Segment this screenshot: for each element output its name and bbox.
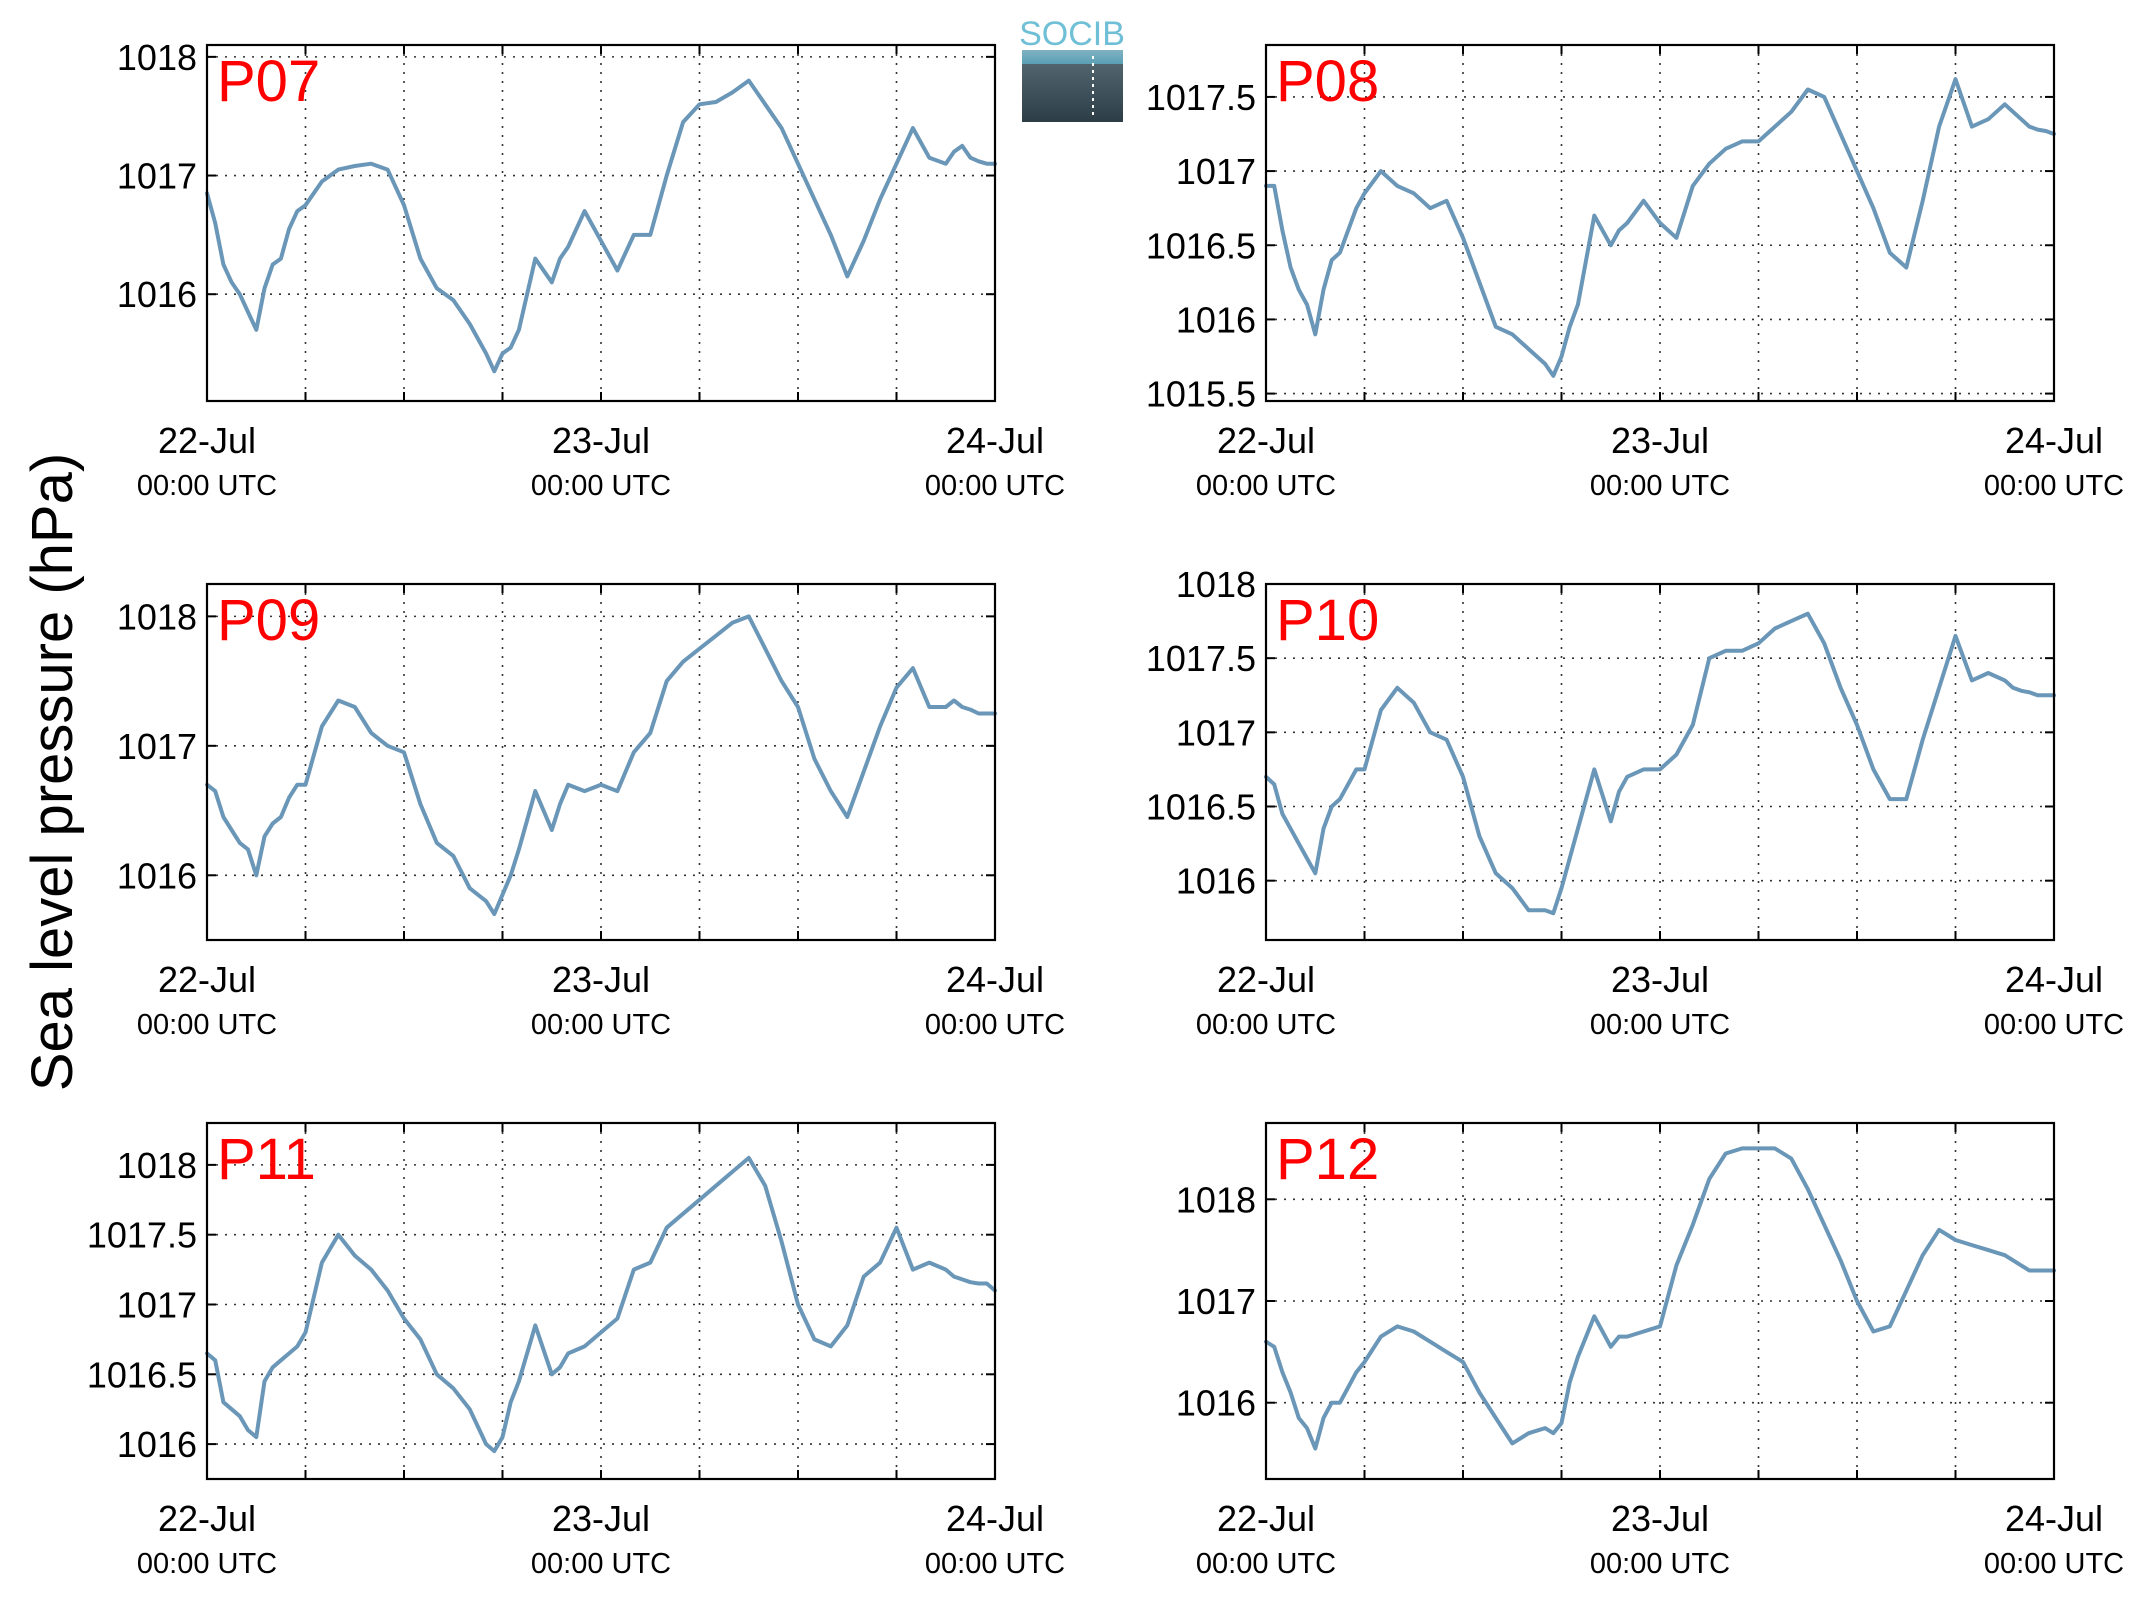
- x-tick-label-time: 00:00 UTC: [1984, 470, 2124, 502]
- y-tick-label: 1015.5: [1146, 374, 1256, 415]
- plot-area: [207, 584, 995, 940]
- station-label: P10: [1276, 588, 1379, 653]
- panels: 1016 1017 1018 P07 22-Jul 00:00 UTC 23-Jul 00:0…: [87, 37, 2124, 1580]
- x-tick-label-date: 22-Jul: [1217, 420, 1315, 461]
- x-tick-label-date: 22-Jul: [158, 420, 256, 461]
- x-tick-label-date: 22-Jul: [158, 959, 256, 1000]
- y-tick-label: 1016: [1176, 1383, 1256, 1424]
- axes-frame: [1264, 1121, 2056, 1481]
- y-tick-label: 1018: [117, 1145, 197, 1186]
- x-tick-label-date: 23-Jul: [552, 1498, 650, 1539]
- y-tick-label: 1016.5: [1146, 787, 1256, 828]
- y-tick-label: 1017: [1176, 712, 1256, 753]
- station-label: P12: [1276, 1127, 1379, 1192]
- chart-panel-p10: 1016 1016.5 1017 1017.5 1018 P10 22-Jul 00:00 U…: [1146, 564, 2124, 1041]
- plot-area: [207, 45, 995, 401]
- y-tick-label: 1016: [117, 274, 197, 315]
- y-tick-label: 1017: [1176, 1281, 1256, 1322]
- y-tick-label: 1018: [117, 37, 197, 78]
- x-tick-label-date: 22-Jul: [158, 1498, 256, 1539]
- y-tick-label: 1017: [117, 156, 197, 197]
- pressure-series-line: [205, 78, 997, 374]
- x-tick-label-date: 24-Jul: [2005, 959, 2103, 1000]
- y-tick-label: 1017: [117, 726, 197, 767]
- y-tick-label: 1017.5: [1146, 77, 1256, 118]
- x-tick-label-time: 00:00 UTC: [1590, 1548, 1730, 1580]
- pressure-series-line: [205, 614, 997, 917]
- x-tick-label-date: 24-Jul: [2005, 1498, 2103, 1539]
- y-tick-label: 1016.5: [1146, 225, 1256, 266]
- y-tick-label: 1016: [1176, 861, 1256, 902]
- y-tick-label: 1016: [117, 1424, 197, 1465]
- x-tick-label-time: 00:00 UTC: [1590, 470, 1730, 502]
- socib-logo: SOCIB: [1019, 15, 1125, 122]
- x-tick-label-date: 23-Jul: [1611, 420, 1709, 461]
- x-tick-label-time: 00:00 UTC: [531, 470, 671, 502]
- x-tick-label-time: 00:00 UTC: [531, 1548, 671, 1580]
- x-tick-label-date: 24-Jul: [946, 1498, 1044, 1539]
- x-tick-label-time: 00:00 UTC: [531, 1009, 671, 1041]
- x-tick-label-time: 00:00 UTC: [1984, 1009, 2124, 1041]
- y-tick-label: 1017: [1176, 151, 1256, 192]
- station-label: P11: [217, 1127, 316, 1192]
- pressure-series-line: [1264, 611, 2056, 916]
- x-tick-label-time: 00:00 UTC: [1984, 1548, 2124, 1580]
- chart-panel-p09: 1016 1017 1018 P09 22-Jul 00:00 UTC 23-Jul 00:0…: [117, 582, 1065, 1041]
- x-tick-label-time: 00:00 UTC: [1196, 1009, 1336, 1041]
- station-label: P09: [217, 588, 320, 653]
- x-tick-label-date: 24-Jul: [2005, 420, 2103, 461]
- chart-panel-p07: 1016 1017 1018 P07 22-Jul 00:00 UTC 23-Jul 00:0…: [117, 37, 1065, 502]
- plot-area: [1266, 584, 2054, 940]
- pressure-series-line: [205, 1155, 997, 1454]
- x-tick-label-date: 23-Jul: [1611, 959, 1709, 1000]
- axes-frame: [205, 1121, 997, 1481]
- y-tick-label: 1018: [1176, 564, 1256, 605]
- y-tick-label: 1018: [117, 596, 197, 637]
- plot-area: [1266, 1123, 2054, 1479]
- y-tick-label: 1017.5: [87, 1215, 197, 1256]
- y-tick-label: 1017: [117, 1284, 197, 1325]
- x-tick-label-time: 00:00 UTC: [137, 1548, 277, 1580]
- logo-text: SOCIB: [1019, 15, 1125, 53]
- station-label: P07: [217, 49, 320, 114]
- x-tick-label-date: 23-Jul: [552, 959, 650, 1000]
- chart-panel-p11: 1016 1016.5 1017 1017.5 1018 P11 22-Jul 00:00 U…: [87, 1121, 1065, 1580]
- y-tick-label: 1016: [117, 855, 197, 896]
- axes-frame: [205, 43, 997, 403]
- x-tick-label-time: 00:00 UTC: [925, 470, 1065, 502]
- x-tick-label-date: 24-Jul: [946, 959, 1044, 1000]
- y-tick-label: 1016: [1176, 299, 1256, 340]
- pressure-series-line: [1264, 1146, 2056, 1451]
- x-tick-label-date: 22-Jul: [1217, 959, 1315, 1000]
- axes-frame: [205, 582, 997, 942]
- x-tick-label-time: 00:00 UTC: [137, 470, 277, 502]
- y-axis-label: Sea level pressure (hPa): [20, 453, 85, 1091]
- y-tick-label: 1017.5: [1146, 638, 1256, 679]
- x-tick-label-time: 00:00 UTC: [137, 1009, 277, 1041]
- x-tick-label-time: 00:00 UTC: [1196, 470, 1336, 502]
- y-tick-label: 1018: [1176, 1179, 1256, 1220]
- axes-frame: [1264, 43, 2056, 403]
- chart-panel-p08: 1015.5 1016 1016.5 1017 1017.5 P08 22-Jul 00:00…: [1146, 43, 2124, 502]
- pressure-series-line: [1264, 77, 2056, 378]
- chart-panel-p12: 1016 1017 1018 P12 22-Jul 00:00 UTC 23-Jul 00:0…: [1176, 1121, 2124, 1580]
- y-tick-label: 1016.5: [87, 1354, 197, 1395]
- x-tick-label-date: 23-Jul: [552, 420, 650, 461]
- plot-area: [207, 1123, 995, 1479]
- station-label: P08: [1276, 49, 1379, 114]
- x-tick-label-time: 00:00 UTC: [1196, 1548, 1336, 1580]
- x-tick-label-time: 00:00 UTC: [925, 1009, 1065, 1041]
- logo-top-band: [1022, 50, 1123, 64]
- x-tick-label-time: 00:00 UTC: [1590, 1009, 1730, 1041]
- x-tick-label-date: 22-Jul: [1217, 1498, 1315, 1539]
- x-tick-label-date: 24-Jul: [946, 420, 1044, 461]
- axes-frame: [1264, 582, 2056, 942]
- x-tick-label-time: 00:00 UTC: [925, 1548, 1065, 1580]
- x-tick-label-date: 23-Jul: [1611, 1498, 1709, 1539]
